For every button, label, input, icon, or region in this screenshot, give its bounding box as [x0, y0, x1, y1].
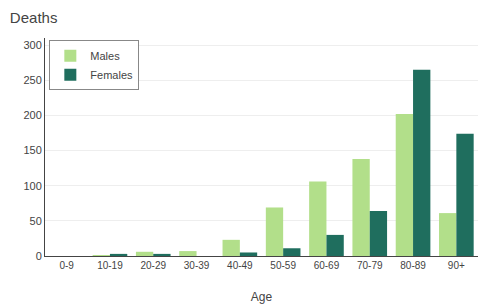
- svg-text:300: 300: [23, 39, 41, 51]
- svg-text:Females: Females: [90, 69, 133, 81]
- svg-text:90+: 90+: [448, 260, 465, 271]
- svg-text:70-79: 70-79: [357, 260, 383, 271]
- svg-text:150: 150: [23, 144, 41, 156]
- svg-text:50: 50: [30, 215, 42, 227]
- svg-text:100: 100: [23, 180, 41, 192]
- svg-text:30-39: 30-39: [184, 260, 210, 271]
- svg-text:0-9: 0-9: [59, 260, 74, 271]
- svg-text:10-19: 10-19: [97, 260, 123, 271]
- svg-text:Age: Age: [251, 290, 273, 304]
- svg-text:Males: Males: [90, 50, 120, 62]
- svg-text:80-89: 80-89: [400, 260, 426, 271]
- svg-text:20-29: 20-29: [140, 260, 166, 271]
- svg-text:Deaths: Deaths: [10, 9, 58, 26]
- svg-text:250: 250: [23, 74, 41, 86]
- svg-text:40-49: 40-49: [227, 260, 253, 271]
- svg-text:50-59: 50-59: [270, 260, 296, 271]
- svg-text:60-69: 60-69: [314, 260, 340, 271]
- svg-text:200: 200: [23, 109, 41, 121]
- svg-text:0: 0: [36, 250, 42, 262]
